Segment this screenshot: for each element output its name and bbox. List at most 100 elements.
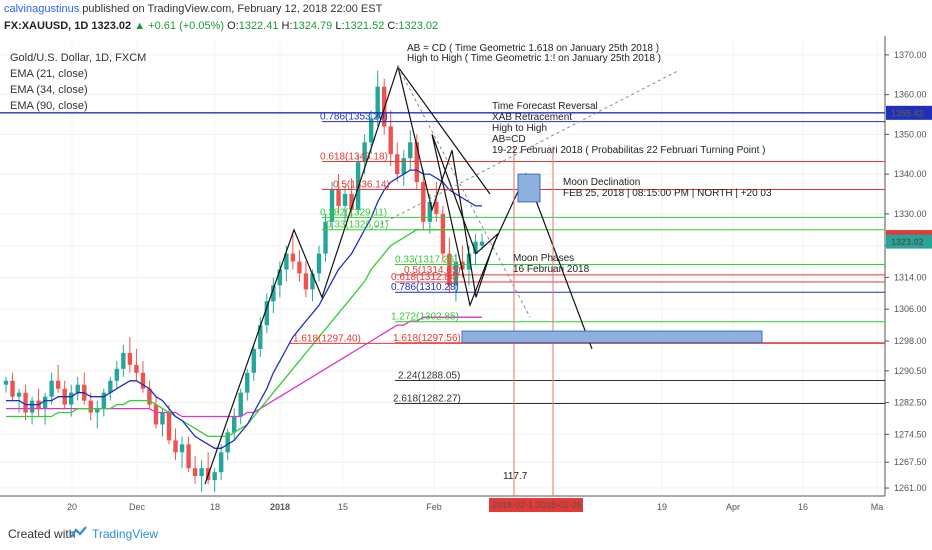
candle-body	[55, 380, 61, 389]
candle-body	[121, 352, 126, 369]
candle-body	[388, 126, 393, 155]
time-tick-label: 20	[67, 502, 77, 512]
candle-body	[134, 364, 139, 373]
candle-body	[199, 468, 204, 477]
candle-body	[479, 241, 485, 246]
candle-body	[297, 261, 302, 274]
candle-body	[427, 201, 433, 222]
ab-cd-note: AB = CD ( Time Geometric 1.618 on Januar…	[407, 43, 659, 54]
symbol-label: FX:XAUUSD, 1D	[4, 20, 89, 32]
candle-body	[284, 253, 289, 270]
forecast-line4: AB=CD	[492, 134, 526, 145]
author-link[interactable]: calvinagustinus	[4, 3, 80, 15]
candle-body	[179, 444, 185, 453]
date-badge-label: 2018-02-26	[536, 500, 582, 510]
candle-body	[29, 400, 35, 413]
candle-body	[303, 273, 309, 290]
price-tick-label: 1298.00	[894, 336, 927, 346]
candle-body	[336, 190, 341, 206]
price-tick-label: 1261.00	[894, 483, 927, 493]
candle-body	[466, 253, 472, 270]
legend-ema90[interactable]: EMA (90, close)	[10, 100, 88, 112]
price-tick-label: 1290.50	[894, 366, 927, 376]
candle-body	[434, 201, 439, 214]
candle-body	[10, 380, 15, 397]
date-badge	[533, 498, 583, 512]
legend-ema34[interactable]: EMA (34, close)	[10, 84, 88, 96]
candle-body	[349, 193, 354, 210]
candle-body	[447, 253, 452, 286]
fib-level-label: 0.33(1317.26)	[395, 254, 457, 265]
fib-level-label: 0.786(1310.28)	[391, 282, 459, 293]
price-tick-label: 1350.00	[894, 129, 927, 139]
footer: Created with TradingView	[0, 518, 932, 550]
candle-body	[108, 380, 113, 393]
forecast-dashed-line	[369, 70, 679, 231]
price-tick-label: 1282.50	[894, 398, 927, 408]
candle-body	[245, 372, 250, 393]
price-badge	[886, 105, 932, 120]
triangle-pattern	[431, 134, 499, 308]
open-value: 1322.41	[238, 20, 279, 32]
candle-body	[49, 380, 54, 397]
date-badge	[489, 498, 539, 512]
moon-declination-detail: FEB 25, 2018 | 08:15:00 PM | NORTH | +20…	[563, 188, 772, 199]
candle-body	[166, 412, 172, 441]
pattern-leg-line	[397, 66, 491, 195]
price-tick-label: 1330.00	[894, 209, 927, 219]
price-tick-label: 1314.00	[894, 272, 927, 282]
fib-level-label: 0.33(1326.01)	[326, 220, 388, 231]
tradingview-brand[interactable]: TradingView	[92, 527, 159, 541]
candle-body	[362, 142, 367, 163]
small-tag-label: 117.7	[503, 471, 528, 482]
fib-level-label: 2.618(1282.27)	[393, 394, 461, 405]
fib-level-label: 1.618(1297.40)	[293, 333, 361, 344]
candle-body	[342, 193, 348, 206]
fib-level-label: 2.24(1288.05)	[398, 371, 460, 382]
publish-line: calvinagustinus published on TradingView…	[4, 3, 382, 15]
price-tick-label: 1340.00	[894, 169, 927, 179]
time-tick-label: 15	[338, 502, 348, 512]
candle-body	[88, 400, 93, 413]
price-tick-label: 1360.00	[894, 90, 927, 100]
candle-body	[147, 388, 152, 405]
moon-declination-label: Moon Declination	[563, 177, 640, 188]
fib-level-label: 0.786(1353.20)	[320, 112, 388, 123]
ohlc-line: FX:XAUUSD, 1D 1323.02 ▲ +0.61 (+0.05%) O…	[4, 20, 438, 32]
candle-body	[3, 380, 9, 385]
open-label: O:	[227, 20, 239, 32]
candle-body	[212, 472, 217, 481]
created-with-text: Created with	[8, 527, 76, 541]
candle-body	[23, 392, 28, 413]
price-chart[interactable]: 1370.001360.001350.001340.001330.001322.…	[0, 36, 932, 518]
candle-body	[95, 408, 100, 413]
candle-body	[375, 86, 380, 119]
ema34-line	[6, 229, 482, 438]
forecast-dashed-line	[397, 66, 531, 318]
candle-body	[277, 269, 283, 286]
low-label: L:	[335, 20, 345, 32]
candle-body	[310, 273, 315, 290]
tradingview-logo-icon[interactable]	[70, 525, 88, 539]
candle-body	[473, 241, 478, 254]
candle-body	[127, 352, 133, 365]
candle-body	[232, 416, 237, 433]
candle-body	[114, 368, 120, 381]
legend-title: Gold/U.S. Dollar, 1D, FXCM	[10, 52, 147, 64]
time-tick-label: 19	[657, 502, 667, 512]
forecast-line5: 19-22 Februari 2018 ( Probabilitas 22 Fe…	[492, 145, 765, 156]
candle-body	[408, 142, 413, 159]
moon-declination-box	[517, 173, 541, 203]
candle-body	[401, 158, 406, 175]
low-value: 1321.52	[344, 20, 385, 32]
time-tick-label: Ma	[871, 502, 884, 512]
candle-body	[251, 348, 256, 373]
legend-ema21[interactable]: EMA (21, close)	[10, 68, 88, 80]
high-to-high-note: High to High ( Time Geometric 1:! on Jan…	[407, 53, 661, 64]
fib-level-label: 0.5(1314.65)	[404, 265, 461, 276]
candle-body	[290, 253, 296, 262]
candle-body	[173, 440, 178, 453]
candle-body	[258, 325, 263, 349]
high-label: H:	[281, 20, 293, 32]
fib-level-label: 0.618(1343.18)	[320, 151, 388, 162]
